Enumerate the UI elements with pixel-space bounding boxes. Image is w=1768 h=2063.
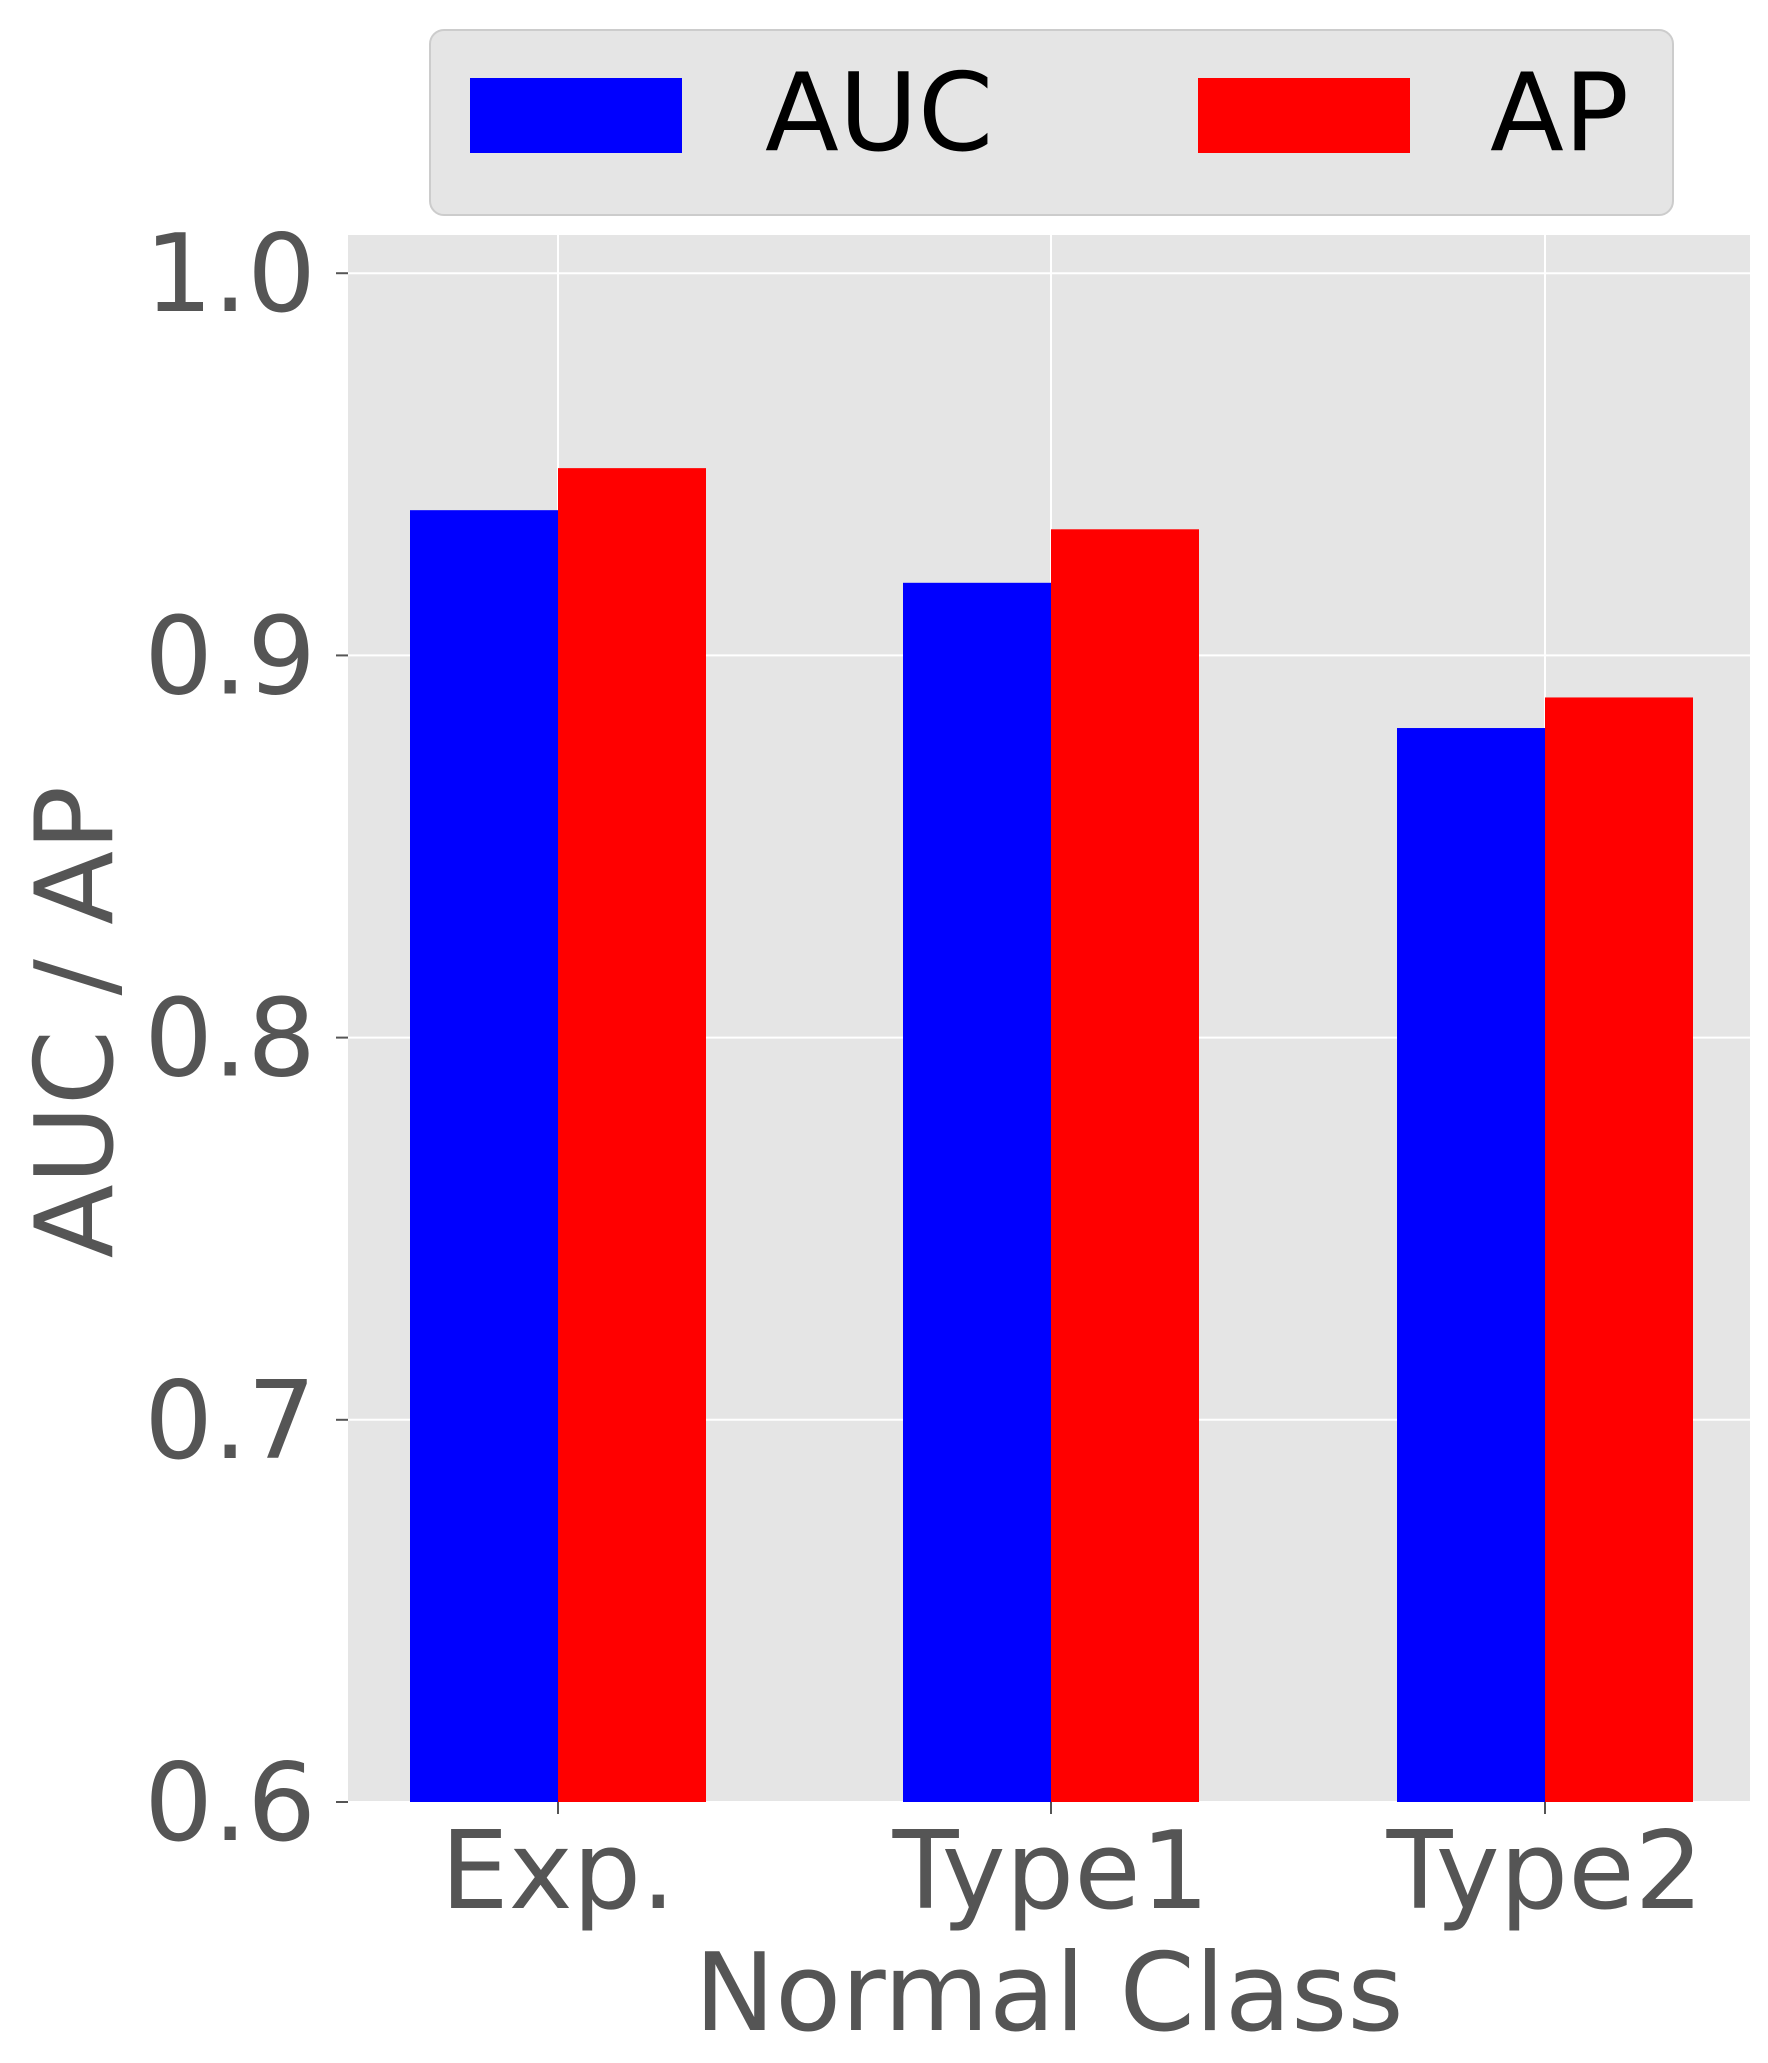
x-tick-label: Type2: [1386, 1809, 1704, 1934]
y-axis-title: AUC / AP: [13, 786, 138, 1258]
bar-auc-type1: [903, 582, 1051, 1802]
x-tick-label: Type1: [892, 1809, 1210, 1934]
bars: [410, 468, 1693, 1803]
bar-auc-exp: [410, 510, 558, 1803]
y-tick-label: 1.0: [144, 212, 316, 337]
x-axis-title: Normal Class: [694, 1931, 1403, 2056]
y-tick-label: 0.9: [144, 594, 316, 719]
y-axis: 0.6 0.7 0.8 0.9 1.0: [144, 212, 348, 1866]
bar-auc-type2: [1397, 728, 1545, 1802]
legend: AUC AP: [429, 29, 1674, 216]
legend-label-ap: AP: [1490, 51, 1629, 176]
legend-swatch-auc: [470, 78, 682, 153]
legend-swatch-ap: [1198, 78, 1410, 153]
y-tick-label: 0.7: [144, 1359, 316, 1484]
legend-label-auc: AUC: [765, 51, 993, 176]
legend-box: [429, 29, 1674, 216]
y-tick-label: 0.8: [144, 977, 316, 1102]
bar-ap-type2: [1545, 697, 1693, 1803]
x-tick-label: Exp.: [440, 1809, 675, 1934]
y-tick-label: 0.6: [144, 1741, 316, 1866]
bar-ap-exp: [558, 468, 706, 1802]
bar-ap-type1: [1051, 529, 1199, 1802]
x-axis: Exp. Type1 Type2: [440, 1802, 1703, 1934]
